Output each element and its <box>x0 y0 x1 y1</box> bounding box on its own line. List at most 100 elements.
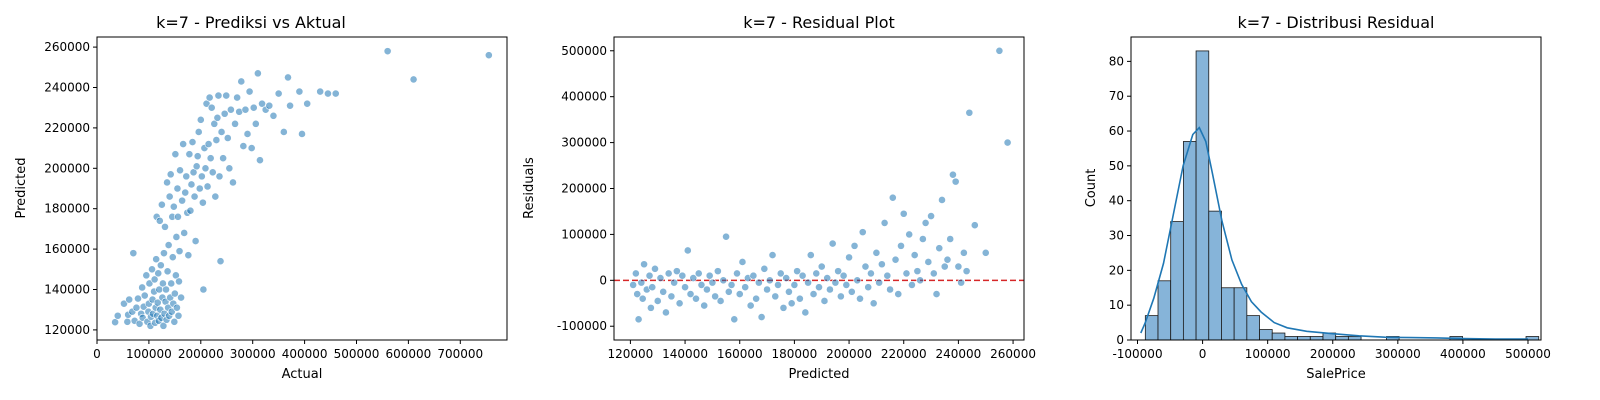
scatter-point <box>820 297 829 305</box>
y-tick-label: -100000 <box>557 319 607 333</box>
scatter-point <box>163 178 171 187</box>
scatter-point <box>672 267 681 276</box>
histogram-bar <box>1335 336 1349 341</box>
scatter-point <box>166 170 175 179</box>
scatter-point <box>303 99 312 108</box>
scatter-point <box>746 301 755 310</box>
scatter-point <box>196 115 205 124</box>
scatter-point <box>188 138 197 146</box>
scatter-point <box>279 128 288 136</box>
histogram-bar <box>1297 336 1311 341</box>
scatter-point <box>170 317 179 326</box>
scatter-point <box>203 182 212 191</box>
scatter-point <box>970 221 979 230</box>
scatter-point <box>798 271 807 280</box>
x-tick-label: 400000 <box>1440 347 1486 361</box>
scatter-point <box>757 313 766 321</box>
scatter-point <box>222 91 231 100</box>
scatter-point <box>656 274 665 282</box>
scatter-point <box>182 172 191 181</box>
scatter-point <box>831 278 840 287</box>
y-tick-label: 140000 <box>44 283 90 297</box>
scatter-point <box>949 170 957 179</box>
scatter-point <box>692 294 700 303</box>
scatter-point <box>771 292 780 301</box>
scatter-point <box>888 193 897 202</box>
scatter-point <box>921 219 930 227</box>
scatter-point <box>670 278 679 287</box>
scatter-point <box>162 285 170 294</box>
scatter-point <box>245 87 254 96</box>
scatter-point <box>284 73 292 82</box>
scatter-point <box>916 276 925 285</box>
scatter-point <box>145 279 154 288</box>
scatter-point <box>741 283 750 292</box>
histogram-bar <box>1195 50 1210 341</box>
histogram-bar <box>1347 336 1362 341</box>
scatter-point <box>782 274 791 282</box>
scatter-point <box>951 177 960 186</box>
scatter-point <box>484 51 493 60</box>
scatter-point <box>171 150 180 159</box>
scatter-point <box>269 111 278 120</box>
scatter-point <box>129 249 138 258</box>
scatter-point <box>148 265 156 274</box>
scatter-point <box>180 229 189 237</box>
x-axis-ticks: -100000 0 100000 200000 300000 400000 500000 <box>1112 340 1551 361</box>
scatter-point <box>864 283 873 292</box>
x-tick-label: -100000 <box>1112 347 1162 361</box>
y-tick-label: 160000 <box>44 242 90 256</box>
scatter-point <box>197 172 206 181</box>
scatter-point <box>700 301 709 310</box>
scatter-point <box>817 262 826 271</box>
x-tick-label: 700000 <box>437 347 483 361</box>
scatter-point <box>705 271 714 280</box>
scatter-point <box>768 251 777 259</box>
scatter-point <box>872 248 881 257</box>
histogram-bar <box>1182 141 1197 341</box>
scatter-point <box>703 285 711 294</box>
histogram-bar <box>1309 336 1324 341</box>
scatter-point <box>156 261 165 270</box>
x-tick-label: 200000 <box>826 347 872 361</box>
scatter-point <box>793 267 802 276</box>
scatter-point <box>169 202 178 211</box>
y-tick-label: 200000 <box>44 161 90 175</box>
scatter-point <box>760 264 769 273</box>
scatter-point <box>383 47 392 56</box>
scatter-point <box>735 290 744 298</box>
scatter-point <box>722 232 730 241</box>
scatter-point <box>154 269 163 278</box>
scatter-point <box>924 258 933 266</box>
scatter-point <box>631 269 640 278</box>
scatter-point <box>191 237 200 245</box>
scatter-point <box>184 251 193 260</box>
scatter-point <box>168 253 177 262</box>
scatter-point <box>653 297 662 305</box>
x-tick-label: 180000 <box>771 347 817 361</box>
scatter-point <box>774 281 782 289</box>
scatter-point <box>324 89 332 98</box>
scatter-point <box>779 303 788 312</box>
scatter-point <box>120 299 128 308</box>
scatter-point <box>265 101 274 110</box>
chart-title: k=7 - Distribusi Residual <box>1238 13 1435 32</box>
scatter-point <box>638 294 647 303</box>
y-axis-ticks: 120000 140000 160000 180000 200000 220000 2400… <box>44 40 97 337</box>
scatter-point <box>806 251 815 259</box>
scatter-point <box>167 307 176 316</box>
scatter-point <box>186 206 195 215</box>
y-tick-label: 240000 <box>44 81 90 95</box>
scatter-point <box>839 271 848 280</box>
x-axis-ticks: 120000 140000 160000 180000 200000 220000 2400… <box>607 340 1036 361</box>
kde-curve <box>1140 126 1528 340</box>
scatter-point <box>185 150 194 159</box>
scatter-point <box>842 281 851 289</box>
scatter-point <box>686 290 695 298</box>
scatter-point <box>125 295 134 304</box>
scatter-point <box>719 276 728 285</box>
scatter-point <box>177 293 185 302</box>
scatter-point <box>891 255 900 264</box>
scatter-point <box>239 142 248 150</box>
scatter-point <box>331 89 340 98</box>
